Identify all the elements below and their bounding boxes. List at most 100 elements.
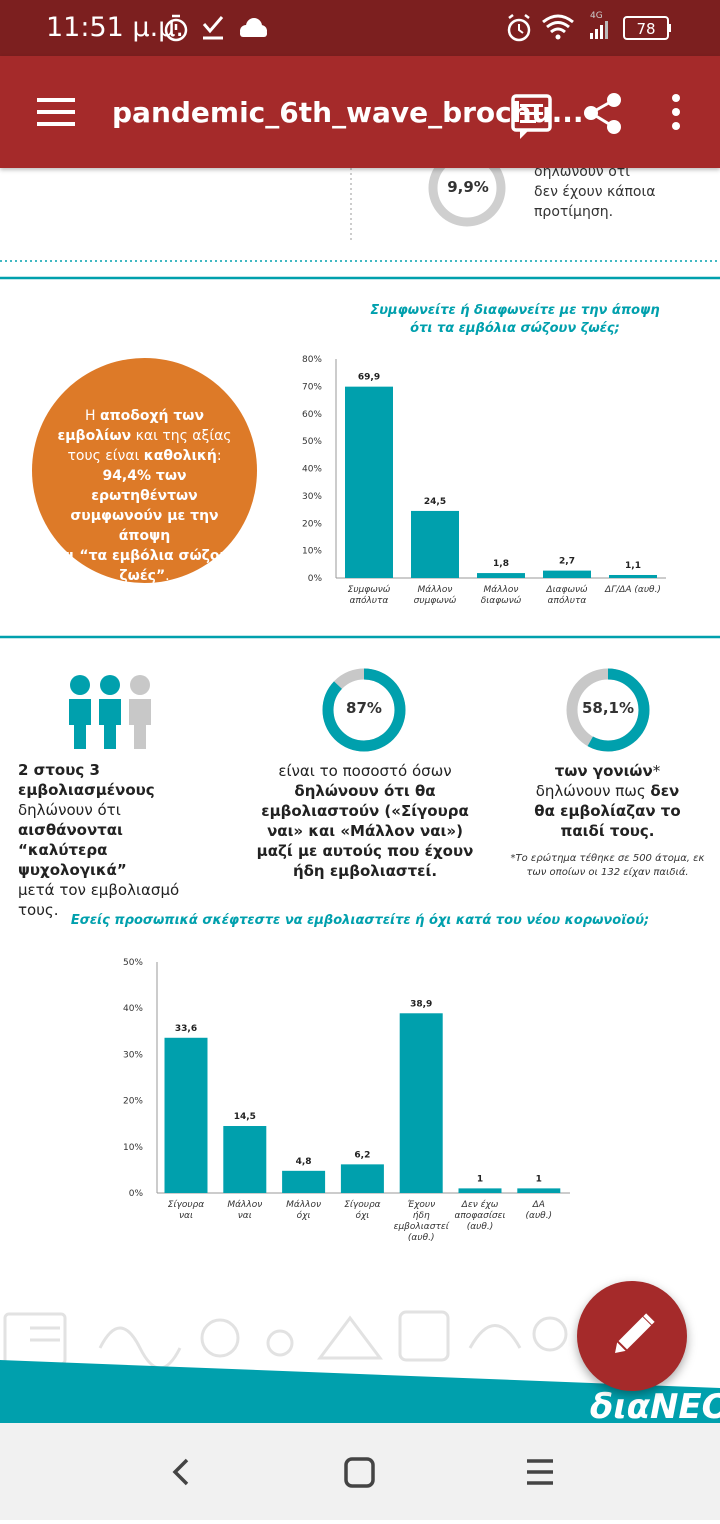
back-icon[interactable] — [172, 1458, 189, 1486]
nav-icons — [172, 1457, 553, 1488]
chart1-title-line: ότι τα εμβόλια σώζουν ζωές; — [410, 321, 620, 336]
network-label: 4G — [590, 11, 603, 21]
x-tick-label: αποφασίσει — [454, 1211, 505, 1221]
bar — [399, 1013, 443, 1193]
bar-value-label: 24,5 — [424, 497, 446, 507]
circle-text-bold: 94,4% των ερωτηθέντων — [91, 468, 198, 504]
donut-87-value: 87% — [346, 699, 382, 717]
x-tick-label: Δεν έχω — [461, 1199, 499, 1210]
bar — [345, 386, 393, 578]
system-navigation-bar — [0, 1423, 720, 1520]
y-tick-label: 50% — [123, 958, 143, 968]
y-tick-label: 70% — [302, 382, 322, 392]
home-icon[interactable] — [344, 1457, 375, 1488]
circle-text-bold: καθολική — [143, 448, 217, 464]
x-tick-label: (αυθ.) — [526, 1211, 553, 1221]
stat-87-text: είναι το ποσοστό όσων δηλώνουν ότι θα εμ… — [255, 761, 475, 881]
x-tick-label: (αυθ.) — [408, 1233, 435, 1243]
app-bar: pandemic_6th_wave_brochu... — [0, 56, 720, 168]
cloud-icon — [240, 18, 267, 37]
bar-value-label: 14,5 — [234, 1112, 256, 1122]
bar-value-label: 33,6 — [175, 1024, 197, 1034]
x-tick-label: συμφωνώ — [414, 595, 457, 606]
bar-value-label: 4,8 — [296, 1157, 312, 1167]
wifi-icon — [542, 14, 574, 40]
x-tick-label: Διαφωνώ — [545, 584, 588, 595]
recents-icon[interactable] — [527, 1459, 553, 1485]
y-tick-label: 80% — [302, 355, 322, 365]
donut-9-9 — [428, 168, 506, 227]
donut-58-value: 58,1% — [581, 699, 635, 717]
top-partial-text: δηλώνουν ότι δεν έχουν κάποια προτίμηση. — [534, 168, 655, 222]
x-tick-label: Μάλλον — [484, 585, 519, 595]
stat-text: * — [652, 762, 661, 780]
x-tick-label: Μάλλον — [227, 1200, 262, 1210]
bar-value-label: 6,2 — [354, 1150, 370, 1160]
comments-icon[interactable] — [511, 94, 552, 139]
document-page[interactable]: 9,9% δηλώνουν ότι δεν έχουν κάποια προτί… — [0, 168, 720, 1423]
stat-text: είναι το ποσοστό όσων — [278, 762, 452, 780]
y-tick-label: 10% — [123, 1143, 143, 1153]
x-tick-label: ΔΓ/ΔΑ (αυθ.) — [604, 585, 661, 595]
timer-icon — [164, 14, 188, 42]
circle-text-bold: ζωές” — [119, 568, 166, 584]
y-tick-label: 30% — [123, 1050, 143, 1060]
bar — [340, 1164, 384, 1193]
y-tick-label: 40% — [123, 1004, 143, 1014]
y-tick-label: 60% — [302, 410, 322, 420]
x-tick-label: απόλυτα — [350, 595, 389, 606]
app-bar-icons — [37, 93, 680, 139]
stat-text-bold: δηλώνουν ότι θα — [294, 782, 436, 800]
stat-people-text: 2 στους 3 εμβολιασμένους δηλώνουν ότι αι… — [18, 760, 218, 920]
chart1-vaccines-save-lives: 0%10%20%30%40%50%60%70%80%69,9Συμφωνώαπό… — [302, 355, 666, 606]
bar — [164, 1037, 208, 1193]
more-options-icon[interactable] — [672, 94, 680, 130]
donut-87 — [322, 668, 406, 752]
section-divider — [0, 635, 720, 639]
stat-text-bold: αισθάνονται — [18, 821, 123, 839]
share-icon[interactable] — [584, 93, 621, 134]
bar — [609, 574, 657, 578]
bar-value-label: 38,9 — [410, 999, 432, 1009]
alarm-icon — [507, 14, 531, 42]
x-tick-label: εμβολιαστεί — [394, 1222, 450, 1232]
x-tick-label: ναι — [179, 1211, 193, 1221]
circle-text-bold: εμβολίων — [57, 428, 132, 444]
donut-58 — [566, 668, 650, 752]
bar — [458, 1188, 502, 1193]
edit-fab-button[interactable] — [577, 1281, 687, 1391]
decorative-doodles — [3, 1310, 662, 1370]
top-text-line: δεν έχουν κάποια — [534, 184, 656, 200]
footnote-line: των οποίων οι 132 είχαν παιδιά. — [526, 867, 689, 878]
stat-58-text: των γονιών* δηλώνουν πως δεν θα εμβολίαζ… — [505, 761, 710, 841]
circle-text-bold: αποδοχή των — [99, 408, 205, 424]
stat-58-footnote: *Το ερώτημα τέθηκε σε 500 άτομα, εκ των … — [505, 852, 710, 880]
circle-text-bold: συμφωνούν με την άποψη — [70, 508, 219, 544]
bar — [543, 570, 591, 578]
y-tick-label: 0% — [129, 1189, 144, 1199]
circle-text-bold: ότι “τα εμβόλια σώζουν — [50, 548, 239, 564]
bar — [223, 1126, 267, 1193]
x-tick-label: ΔΑ — [532, 1200, 545, 1210]
circle-text: : — [216, 448, 222, 464]
stat-text-bold: ναι» και «Μάλλον ναι») — [267, 822, 463, 840]
stat-text: μετά τον εμβολιασμό τους. — [18, 881, 180, 919]
y-tick-label: 0% — [308, 574, 323, 584]
bar-value-label: 69,9 — [358, 373, 380, 383]
bar-value-label: 1,8 — [493, 559, 509, 569]
status-icons: 4G 78 — [164, 11, 671, 42]
x-tick-label: Μάλλον — [418, 585, 453, 595]
bar — [477, 573, 525, 578]
stat-text-bold: δεν — [650, 782, 680, 800]
menu-icon[interactable] — [37, 98, 75, 126]
footnote-line: *Το ερώτημα τέθηκε σε 500 άτομα, εκ — [510, 853, 705, 864]
bar-value-label: 1 — [477, 1174, 483, 1184]
top-text-line: προτίμηση. — [534, 204, 614, 220]
bar-value-label: 2,7 — [559, 557, 575, 567]
bar — [282, 1170, 326, 1193]
y-tick-label: 20% — [302, 519, 322, 529]
stat-text-bold: θα εμβολίαζαν το — [534, 802, 681, 820]
bar — [517, 1188, 561, 1193]
bar-value-label: 1 — [536, 1174, 542, 1184]
status-bar: 11:51 μ.μ. 4G — [0, 0, 720, 56]
